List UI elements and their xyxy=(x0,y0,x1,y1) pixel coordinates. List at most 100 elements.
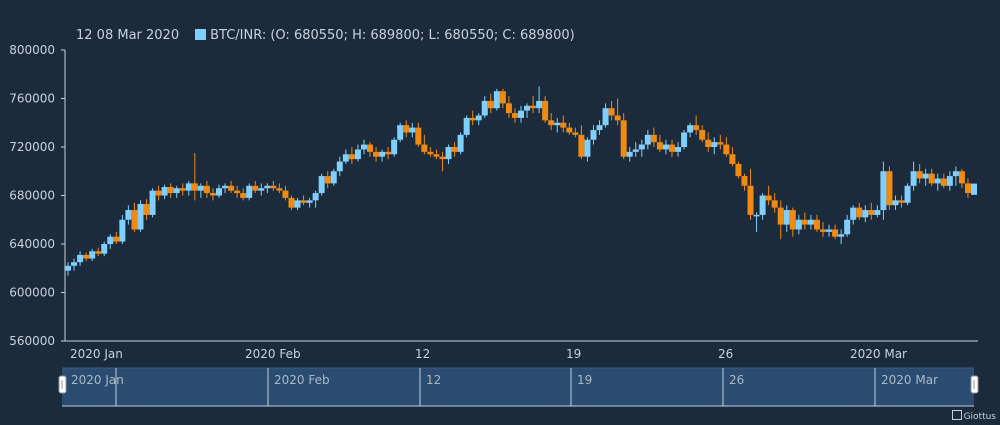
navigator-range xyxy=(62,368,974,406)
candle-body xyxy=(234,190,241,194)
candle-body xyxy=(101,244,108,254)
candle-body xyxy=(379,151,386,157)
candle-body xyxy=(95,251,102,254)
candle-body xyxy=(584,139,591,157)
candle-body xyxy=(216,188,222,196)
candle-body xyxy=(765,195,772,201)
candle-body xyxy=(820,229,826,232)
candle-body xyxy=(669,144,675,152)
candle-body xyxy=(415,127,422,145)
y-axis: 800000 760000 720000 680000 640000 600000 5600… xyxy=(9,43,978,348)
y-tick-label: 720000 xyxy=(9,140,55,154)
candle-body xyxy=(481,100,488,116)
candle-body xyxy=(958,171,965,184)
candle-body xyxy=(662,144,669,150)
navigator-label: 12 xyxy=(426,373,441,387)
candle-body xyxy=(294,200,301,208)
candle-body xyxy=(427,151,434,155)
candle-body xyxy=(499,91,506,104)
y-tick-label: 760000 xyxy=(9,92,55,106)
candle-body xyxy=(179,188,186,191)
candle-body xyxy=(886,171,893,206)
candle-body xyxy=(312,193,319,201)
candle-series xyxy=(65,86,977,276)
candle-body xyxy=(801,219,808,225)
candle-body xyxy=(838,234,845,237)
candle-body xyxy=(536,100,543,109)
candle-body xyxy=(119,219,126,242)
candle-body xyxy=(880,171,887,211)
candle-body xyxy=(445,147,452,160)
candle-body xyxy=(971,183,977,195)
candle-body xyxy=(421,144,428,152)
candle-body xyxy=(916,171,923,179)
candle-body xyxy=(548,120,555,126)
candle-body xyxy=(813,219,820,230)
candle-body xyxy=(934,178,941,184)
candle-body xyxy=(578,134,585,157)
candle-body xyxy=(832,229,839,237)
candle-body xyxy=(252,185,259,191)
candle-body xyxy=(282,190,289,198)
candle-body xyxy=(626,151,633,157)
candle-body xyxy=(505,103,512,114)
navigator[interactable]: 2020 Jan 2020 Feb 12 19 26 2020 Mar xyxy=(58,367,979,407)
candle-body xyxy=(318,176,325,194)
candle-body xyxy=(735,163,742,177)
credit-text: Giottus xyxy=(963,412,996,422)
legend-swatch xyxy=(195,29,207,40)
candle-body xyxy=(209,193,216,196)
candle-body xyxy=(650,134,657,143)
candle-body xyxy=(910,171,917,186)
candle-body xyxy=(155,190,162,196)
candle-body xyxy=(65,265,71,271)
candle-body xyxy=(306,200,313,203)
candle-body xyxy=(566,127,573,133)
x-tick-label: 12 xyxy=(415,347,430,361)
candle-body xyxy=(741,176,748,186)
candle-body xyxy=(922,173,929,179)
candle-body xyxy=(753,214,760,217)
candle-body xyxy=(197,185,204,191)
candle-body xyxy=(542,100,549,121)
candle-body xyxy=(385,151,392,155)
candle-body xyxy=(270,185,277,189)
candle-body xyxy=(862,210,869,218)
candle-body xyxy=(258,188,265,191)
candle-body xyxy=(173,188,180,194)
x-tick-label: 26 xyxy=(718,347,733,361)
candle-body xyxy=(807,219,814,225)
candle-body xyxy=(71,262,78,266)
credit-label[interactable]: Giottus xyxy=(951,410,996,422)
chart-legend: 12 08 Mar 2020 BTC/INR: (O: 680550; H: 68… xyxy=(76,28,575,43)
candle-body xyxy=(191,183,198,191)
candle-body xyxy=(89,251,96,259)
candle-body xyxy=(487,100,494,109)
candle-body xyxy=(131,210,138,230)
candle-body xyxy=(874,210,881,215)
candle-body xyxy=(185,183,192,191)
candle-body xyxy=(83,254,90,259)
candle-body xyxy=(826,229,833,232)
candle-body xyxy=(77,254,84,263)
candle-body xyxy=(687,125,694,133)
candle-body xyxy=(161,187,168,196)
candle-body xyxy=(681,132,688,147)
candle-body xyxy=(964,183,971,194)
candle-body xyxy=(511,113,518,118)
candle-body xyxy=(439,156,446,160)
candle-body xyxy=(137,203,144,230)
candle-body xyxy=(360,144,367,150)
candle-body xyxy=(868,210,875,215)
candle-body xyxy=(602,108,609,126)
candle-body xyxy=(354,149,361,160)
candle-body xyxy=(524,105,531,111)
candle-body xyxy=(608,108,615,116)
candle-body xyxy=(952,171,959,177)
candle-body xyxy=(771,200,778,208)
candle-body xyxy=(940,178,947,186)
candle-body xyxy=(844,219,851,235)
candle-body xyxy=(928,173,935,184)
candle-body xyxy=(614,115,621,121)
